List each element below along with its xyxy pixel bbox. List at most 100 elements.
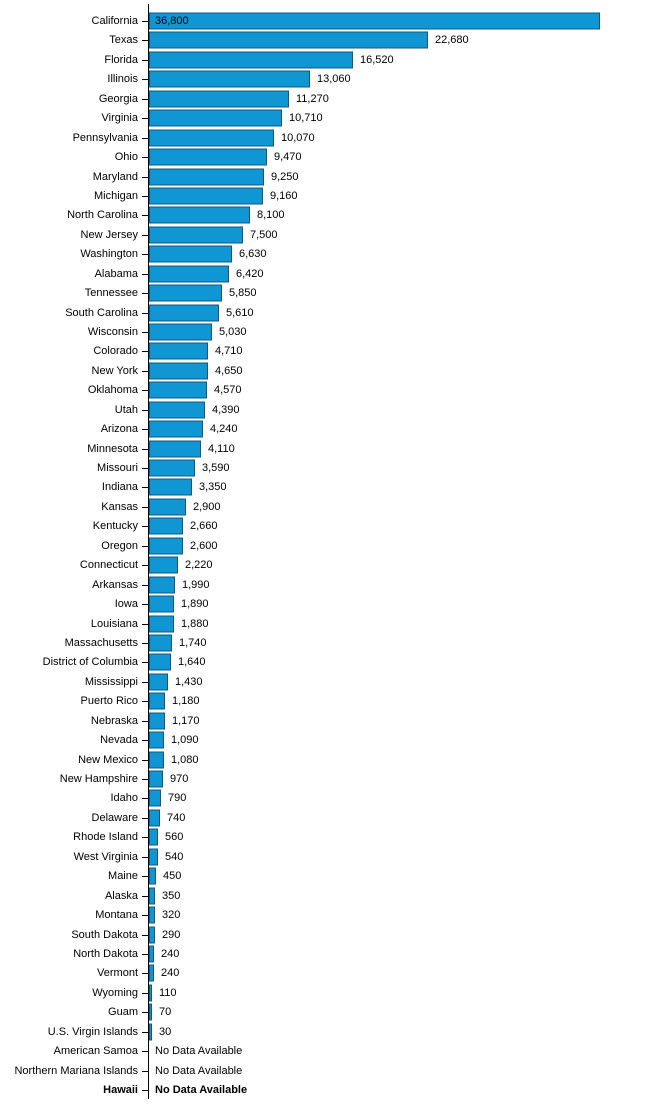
value-label: 3,590 xyxy=(202,462,230,475)
chart-row: Massachusetts 1,740 xyxy=(0,633,650,652)
chart-row: Oregon 2,600 xyxy=(0,536,650,555)
axis-tick xyxy=(142,779,148,781)
axis-tick xyxy=(142,176,148,178)
value-label: 4,110 xyxy=(208,442,235,455)
value-label: 5,030 xyxy=(219,325,247,338)
bar xyxy=(149,381,207,399)
bar xyxy=(149,595,174,613)
bar xyxy=(149,634,172,652)
category-label: Arizona xyxy=(100,423,138,436)
chart-row: Mississippi 1,430 xyxy=(0,672,650,691)
axis-tick xyxy=(142,973,148,975)
axis-tick xyxy=(142,487,148,489)
value-label: 560 xyxy=(165,831,184,844)
bar xyxy=(149,731,164,749)
category-label: Alaska xyxy=(104,889,138,902)
category-label: Virginia xyxy=(101,112,139,125)
chart-row: Illinois 13,060 xyxy=(0,70,650,89)
chart-row: South Dakota 290 xyxy=(0,925,650,944)
category-label: American Samoa xyxy=(53,1045,138,1058)
chart-row: Georgia 11,270 xyxy=(0,89,650,108)
category-label: Maryland xyxy=(92,170,138,183)
axis-tick xyxy=(142,390,148,392)
axis-tick xyxy=(142,662,148,664)
chart-row: American Samoa No Data Available xyxy=(0,1041,650,1060)
chart-row: District of Columbia 1,640 xyxy=(0,653,650,672)
bar xyxy=(149,770,163,788)
axis-tick xyxy=(142,331,148,333)
chart-row: Puerto Rico 1,180 xyxy=(0,692,650,711)
bar xyxy=(149,401,205,419)
bar xyxy=(149,556,178,574)
chart-row: North Carolina 8,100 xyxy=(0,206,650,225)
bar xyxy=(149,265,229,283)
category-label: Utah xyxy=(114,403,138,416)
bar xyxy=(149,653,171,671)
value-label: 240 xyxy=(161,967,180,980)
category-label: Connecticut xyxy=(79,559,138,572)
axis-tick xyxy=(142,1012,148,1014)
category-label: Minnesota xyxy=(87,442,138,455)
no-data-label: No Data Available xyxy=(155,1045,243,1058)
bar xyxy=(149,459,195,477)
chart-row: Maine 450 xyxy=(0,866,650,885)
value-label: 8,100 xyxy=(257,209,285,222)
category-label: Nevada xyxy=(100,734,138,747)
axis-tick xyxy=(142,370,148,372)
category-label: Tennessee xyxy=(84,287,138,300)
axis-tick xyxy=(142,623,148,625)
bar xyxy=(149,31,428,49)
chart-row: Delaware 740 xyxy=(0,808,650,827)
value-label: 4,710 xyxy=(215,345,243,358)
bar xyxy=(149,751,164,769)
bar xyxy=(149,284,222,302)
axis-tick xyxy=(142,953,148,955)
category-label: Ohio xyxy=(114,151,138,164)
axis-tick xyxy=(142,448,148,450)
bar xyxy=(149,1003,152,1021)
value-label: 1,180 xyxy=(172,695,200,708)
axis-tick xyxy=(142,59,148,61)
axis-tick xyxy=(142,157,148,159)
bar xyxy=(149,809,160,827)
chart-row: Guam 70 xyxy=(0,1003,650,1022)
chart-row: Florida 16,520 xyxy=(0,50,650,69)
category-label: Montana xyxy=(95,909,138,922)
axis-tick xyxy=(142,837,148,839)
axis-tick xyxy=(142,856,148,858)
chart-row: Iowa 1,890 xyxy=(0,594,650,613)
bar xyxy=(149,187,263,205)
value-label: 970 xyxy=(170,773,189,786)
axis-tick xyxy=(142,876,148,878)
bar xyxy=(149,226,243,244)
category-label: Nebraska xyxy=(90,714,138,727)
bar xyxy=(149,789,161,807)
bar xyxy=(149,867,156,885)
chart-row: Nebraska 1,170 xyxy=(0,711,650,730)
chart-row: North Dakota 240 xyxy=(0,944,650,963)
value-label: 4,240 xyxy=(210,423,238,436)
value-label: 6,630 xyxy=(239,248,267,261)
bar xyxy=(149,440,201,458)
axis-tick xyxy=(142,98,148,100)
bar xyxy=(149,517,183,535)
chart-row: Vermont 240 xyxy=(0,964,650,983)
chart-row: West Virginia 540 xyxy=(0,847,650,866)
bar xyxy=(149,576,175,594)
value-label: 4,650 xyxy=(215,364,243,377)
axis-tick xyxy=(142,137,148,139)
category-label: South Dakota xyxy=(71,928,138,941)
value-label: 10,070 xyxy=(281,131,315,144)
category-label: Kentucky xyxy=(92,520,138,533)
value-label: 22,680 xyxy=(435,34,469,47)
category-label: Texas xyxy=(109,34,138,47)
y-axis-line xyxy=(148,4,149,1099)
bar xyxy=(149,828,158,846)
chart-row: Michigan 9,160 xyxy=(0,186,650,205)
chart-row: Rhode Island 560 xyxy=(0,828,650,847)
axis-tick xyxy=(142,895,148,897)
category-label: Indiana xyxy=(101,481,138,494)
bar xyxy=(149,1023,152,1041)
axis-tick xyxy=(142,915,148,917)
chart-row: Minnesota 4,110 xyxy=(0,439,650,458)
